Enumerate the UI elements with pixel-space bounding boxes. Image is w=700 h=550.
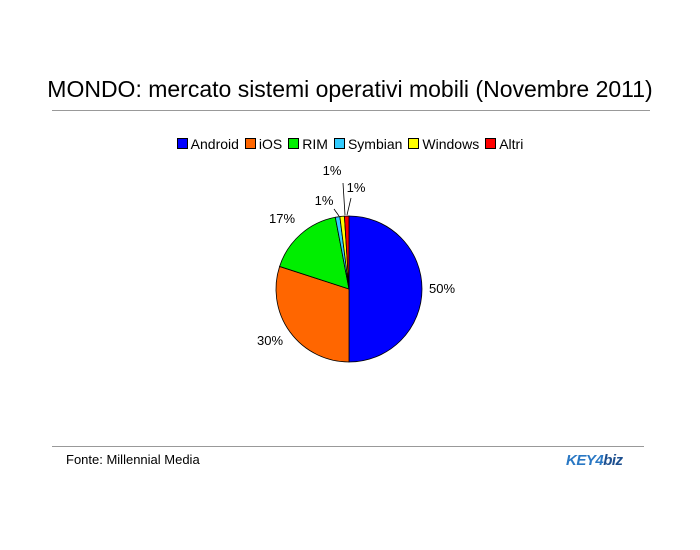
legend-swatch xyxy=(485,138,497,149)
legend-swatch xyxy=(333,138,345,149)
source-note: Fonte: Millennial Media xyxy=(66,452,200,467)
legend-swatch xyxy=(288,138,300,149)
pie-chart: 50% 30% 17% 1% 1% 1% xyxy=(257,163,455,363)
leader-line-windows xyxy=(342,182,346,216)
legend-swatch xyxy=(176,138,188,149)
chart-title: MONDO: mercato sistemi operativi mobili … xyxy=(47,76,653,102)
legend-item-altri: Altri xyxy=(485,136,523,152)
data-label-rim: 17% xyxy=(269,211,295,226)
pie-slice-android xyxy=(348,215,423,363)
legend-item-windows: Windows xyxy=(408,136,479,152)
footer-divider xyxy=(52,446,644,447)
legend-item-symbian: Symbian xyxy=(333,136,403,152)
legend-label: RIM xyxy=(302,136,328,152)
logo-part1: KEY4 xyxy=(566,452,604,469)
legend-label: Android xyxy=(190,136,239,152)
key4biz-logo: KEY4biz xyxy=(566,452,623,469)
legend-item-android: Android xyxy=(176,136,239,152)
legend-label: Windows xyxy=(422,136,480,152)
pie-slice-ios xyxy=(275,265,350,363)
logo-part2: biz xyxy=(603,452,623,469)
legend: Android iOS RIM Symbian Windows Altri xyxy=(0,136,700,152)
legend-swatch xyxy=(244,138,256,149)
legend-label: Altri xyxy=(499,136,524,152)
data-label-windows: 1% xyxy=(323,163,342,178)
legend-swatch xyxy=(408,138,420,149)
leader-line-symbian xyxy=(333,208,340,217)
data-label-altri: 1% xyxy=(347,180,366,195)
data-label-symbian: 1% xyxy=(315,193,334,208)
data-label-android: 50% xyxy=(429,281,455,296)
legend-item-ios: iOS xyxy=(244,136,283,152)
pie-slice-altri xyxy=(343,215,350,290)
leader-line-altri xyxy=(346,197,352,216)
title-divider xyxy=(52,110,650,111)
pie-slice-rim xyxy=(279,216,350,290)
legend-item-rim: RIM xyxy=(288,136,328,152)
legend-label: Symbian xyxy=(347,136,403,152)
legend-label: iOS xyxy=(258,136,283,152)
data-label-ios: 30% xyxy=(257,333,283,348)
